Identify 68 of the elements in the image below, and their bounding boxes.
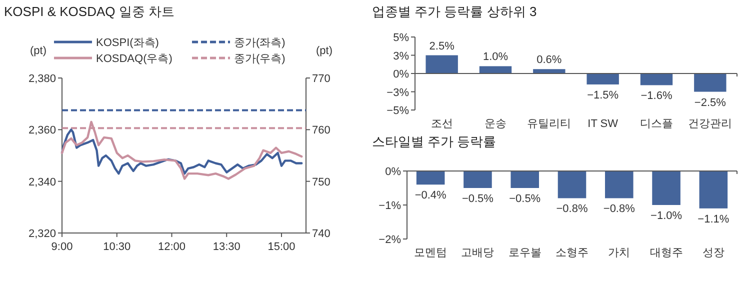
x-tick-label: 15:00 xyxy=(268,241,296,253)
legend-item: 종가(우측) xyxy=(192,53,286,65)
data-label: −2.5% xyxy=(694,96,726,109)
x-tick-label: 모멘텀 xyxy=(414,247,448,259)
y-tick-label: 0% xyxy=(385,166,402,178)
legend-label: KOSPI(좌측) xyxy=(96,37,159,49)
data-label: −0.4% xyxy=(414,190,447,202)
y2-tick-label: 750 xyxy=(312,176,330,188)
y2-axis-title: (pt) xyxy=(316,45,332,57)
x-tick-label: 건강관리 xyxy=(688,118,732,130)
bar xyxy=(479,66,512,74)
x-tick-label: 유틸리티 xyxy=(527,118,572,130)
bar xyxy=(533,69,566,74)
data-label: −1.5% xyxy=(587,89,619,102)
x-tick-label: 조선 xyxy=(430,118,453,130)
line-series xyxy=(60,128,303,175)
x-tick-label: IT SW xyxy=(588,118,619,130)
chart-title: 업종별 주가 등락률 상하위 3 xyxy=(372,4,537,19)
data-label: 0.6% xyxy=(536,54,562,66)
y-tick-label: 0% xyxy=(393,68,410,80)
y-tick-label: −1% xyxy=(378,200,402,212)
legend-label: KOSDAQ(우측) xyxy=(96,53,172,65)
bar xyxy=(586,74,619,84)
x-tick-label: 로우볼 xyxy=(508,247,542,259)
y2-tick-label: 740 xyxy=(312,228,330,240)
data-label: 2.5% xyxy=(429,40,455,52)
legend-item: 종가(좌측) xyxy=(192,37,286,49)
x-tick-label: 가치 xyxy=(608,247,630,259)
x-tick-label: 성장 xyxy=(702,247,724,259)
y-tick-label: 5% xyxy=(393,32,410,44)
y-tick-label: 2,340 xyxy=(28,176,56,188)
data-label: −0.8% xyxy=(603,203,636,216)
x-tick-label: 디스플 xyxy=(640,118,673,130)
x-tick-label: 소형주 xyxy=(556,247,588,259)
y2-tick-label: 770 xyxy=(312,73,330,85)
y-tick-label: 2,380 xyxy=(28,73,56,85)
bar xyxy=(694,74,726,92)
line-series xyxy=(60,120,303,180)
x-tick-label: 고배당 xyxy=(461,247,494,259)
y-tick-label: −2% xyxy=(378,234,402,246)
chart-title: KOSPI & KOSDAQ 일중 차트 xyxy=(4,4,174,19)
chart-title: 스타일별 주가 등락률 xyxy=(372,134,496,149)
y-tick-label: 2,360 xyxy=(28,124,56,137)
x-tick-label: 10:30 xyxy=(103,241,131,253)
legend-item: KOSPI(좌측) xyxy=(54,37,159,49)
bar xyxy=(426,55,458,74)
legend-label: 종가(우측) xyxy=(234,53,286,65)
y2-tick-label: 760 xyxy=(312,124,330,137)
data-label: −1.0% xyxy=(650,210,682,222)
x-tick-label: 9:00 xyxy=(51,241,73,253)
data-label: −0.8% xyxy=(556,203,588,216)
bar xyxy=(640,74,673,86)
x-tick-label: 운송 xyxy=(484,118,506,130)
y-tick-label: 2,320 xyxy=(28,228,56,240)
data-label: −0.5% xyxy=(509,193,541,205)
data-label: 1.0% xyxy=(482,51,508,64)
y-axis-title: (pt) xyxy=(30,45,46,57)
legend-label: 종가(좌측) xyxy=(234,37,286,49)
x-tick-label: 12:00 xyxy=(158,241,186,253)
data-label: −0.5% xyxy=(462,193,494,205)
y-tick-label: −3% xyxy=(386,86,410,99)
y-tick-label: −5% xyxy=(386,105,410,117)
data-label: −1.6% xyxy=(640,90,672,102)
y-tick-label: 3% xyxy=(393,50,410,62)
x-tick-label: 대형주 xyxy=(650,247,683,259)
data-label: −1.1% xyxy=(698,213,730,226)
x-tick-label: 13:30 xyxy=(212,241,240,253)
legend-item: KOSDAQ(우측) xyxy=(54,53,172,65)
